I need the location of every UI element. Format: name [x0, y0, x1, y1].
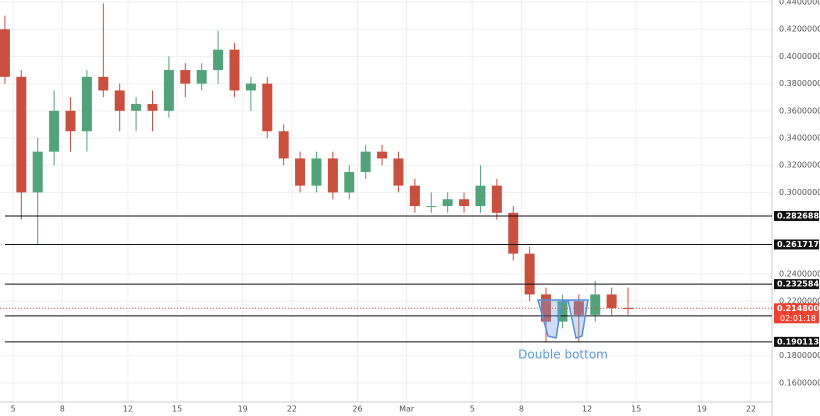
candle-body — [360, 151, 371, 173]
candle-body — [131, 104, 142, 111]
candle-body — [0, 29, 10, 77]
candle-body — [213, 49, 224, 71]
countdown-box — [774, 313, 819, 324]
candle-body — [180, 70, 191, 84]
x-tick-label: 19 — [697, 405, 707, 414]
candle-body — [623, 308, 634, 310]
annotation: Double bottom — [518, 348, 608, 362]
candle-body — [590, 294, 601, 315]
level-label-box — [774, 336, 819, 347]
candle-body — [557, 301, 568, 322]
level-label: 0.23258458 — [777, 280, 820, 289]
candle-body — [16, 76, 27, 193]
candle-body — [442, 199, 453, 207]
price-label: 0.21480000 — [777, 304, 820, 313]
candle-body — [114, 90, 125, 111]
candle-body — [32, 151, 43, 193]
x-tick-label: 12 — [582, 405, 592, 414]
candle-body — [524, 253, 535, 295]
candle-body — [377, 151, 388, 159]
level-label-box — [774, 239, 819, 250]
level-label-box — [774, 279, 819, 290]
price-label-box — [774, 303, 819, 314]
candle-body — [491, 185, 502, 213]
candle-body — [98, 76, 109, 91]
countdown: 02:01:18 — [780, 314, 816, 323]
candle-body — [606, 294, 617, 309]
pattern-shape — [537, 299, 589, 339]
x-tick-label: 26 — [352, 405, 362, 414]
candle-body — [327, 158, 338, 193]
candle-body — [245, 83, 256, 91]
candle-body — [344, 172, 355, 193]
x-tick-label: 8 — [60, 405, 65, 414]
level-label: 0.28268840 — [777, 211, 820, 220]
x-tick-label: 5 — [11, 405, 16, 414]
level-label: 0.26171718 — [777, 240, 820, 249]
candle-body — [262, 83, 273, 132]
x-tick-label: 22 — [287, 405, 297, 414]
candle-body — [65, 110, 76, 132]
candle-body — [508, 212, 519, 254]
x-tick-label: 15 — [172, 405, 182, 414]
candle-body — [278, 131, 289, 159]
candle-body — [393, 158, 404, 186]
x-tick-label: 8 — [519, 405, 524, 414]
x-tick-label: 15 — [631, 405, 641, 414]
candle-body — [295, 158, 306, 186]
candle-body — [409, 185, 420, 207]
candle-body — [81, 76, 92, 132]
x-tick-label: 12 — [123, 405, 133, 414]
level-label: 0.19011349 — [777, 337, 820, 346]
candle-body — [573, 301, 584, 315]
candle-body — [229, 49, 240, 91]
x-tick-label: Mar — [399, 405, 415, 414]
x-tick-label: 5 — [470, 405, 475, 414]
candle-body — [147, 104, 158, 111]
x-tick-label: 22 — [746, 405, 756, 414]
candle-body — [459, 199, 470, 207]
y-tick-label: 0.16000000 — [779, 378, 820, 387]
candle-body — [426, 206, 437, 208]
candle-body — [311, 158, 322, 186]
candle-body — [49, 110, 60, 152]
candle-body — [475, 185, 486, 207]
level-label-box — [774, 210, 819, 221]
x-tick-label: 19 — [238, 405, 248, 414]
candle-body — [196, 70, 207, 84]
candle-body — [163, 70, 174, 111]
